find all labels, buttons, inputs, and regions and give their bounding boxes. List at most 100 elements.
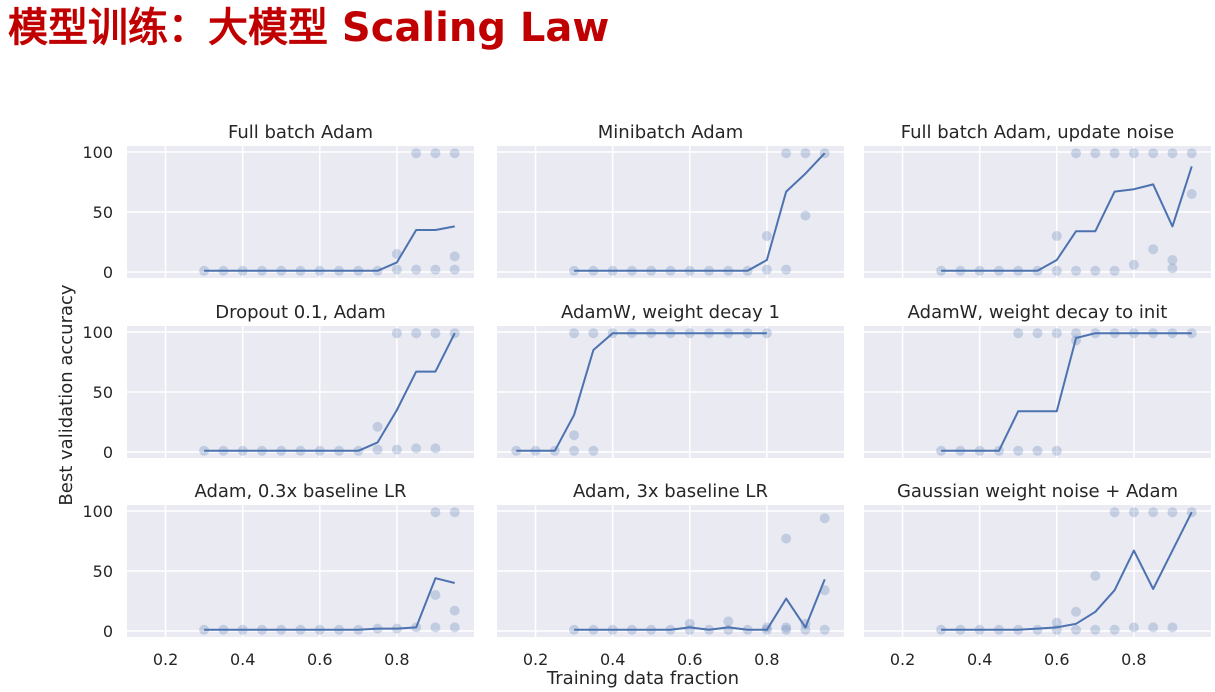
data-point (1071, 624, 1082, 635)
data-point (449, 605, 460, 616)
data-point (372, 421, 383, 432)
subplot-title: AdamW, weight decay to init (908, 302, 1168, 323)
subplot-title: Gaussian weight noise + Adam (897, 481, 1178, 502)
y-tick-label: 0 (103, 443, 113, 462)
data-point (1109, 265, 1120, 276)
data-point (449, 264, 460, 275)
subplot-title: Full batch Adam (228, 122, 373, 143)
mean-line (941, 511, 1193, 631)
data-point (1148, 507, 1159, 518)
subplot-5: AdamW, weight decay 1 (497, 302, 844, 458)
data-point (1167, 148, 1178, 159)
x-tick-label: 0.6 (677, 650, 702, 669)
y-tick-label: 0 (103, 263, 113, 282)
slide-title: 模型训练：大模型 Scaling Law (8, 5, 610, 51)
subplot-8: Adam, 3x baseline LR 0.2 0.4 0.6 0.8 (497, 481, 844, 669)
data-point (1128, 507, 1139, 518)
subplot-title: Full batch Adam, update noise (901, 122, 1175, 143)
data-point (800, 148, 811, 159)
x-tick-label: 0.4 (600, 650, 625, 669)
data-point (781, 622, 792, 633)
mean-line (574, 152, 826, 272)
data-point (588, 328, 599, 339)
data-point (1090, 148, 1101, 159)
data-point (1186, 148, 1197, 159)
data-point (1013, 328, 1024, 339)
data-point (411, 328, 422, 339)
data-point (1186, 189, 1197, 199)
data-point (1071, 328, 1082, 339)
data-point (411, 264, 422, 275)
data-point (411, 148, 422, 159)
data-point (1032, 624, 1043, 635)
x-tick-label: 0.4 (230, 650, 255, 669)
data-point (430, 507, 441, 518)
mean-line (204, 332, 456, 452)
data-point (449, 251, 460, 262)
subplot-1: Full batch Adam 0 50 100 (82, 122, 474, 282)
data-point (1051, 328, 1062, 339)
data-point (1090, 624, 1101, 635)
data-point (1090, 265, 1101, 276)
data-point (391, 444, 402, 455)
data-point (1128, 148, 1139, 159)
data-point (761, 264, 772, 275)
mean-line (204, 225, 455, 272)
x-tick-label: 0.4 (967, 650, 992, 669)
data-point (1148, 148, 1159, 159)
subplot-title: Dropout 0.1, Adam (215, 302, 386, 323)
subplot-3: Full batch Adam, update noise (864, 122, 1211, 278)
subplot-7: Adam, 0.3x baseline LR 0 50 100 0.2 0.4 0.6 0.8 (82, 481, 474, 669)
data-point (1032, 328, 1043, 339)
data-point (1128, 622, 1139, 633)
subplot-6: AdamW, weight decay to init (864, 302, 1211, 458)
y-tick-label: 50 (93, 562, 113, 581)
data-point (1071, 606, 1082, 617)
data-point (1167, 622, 1178, 633)
data-point (1128, 259, 1139, 270)
data-point (761, 231, 772, 241)
data-point (1013, 445, 1024, 456)
data-point (781, 624, 792, 635)
x-tick-label: 0.6 (307, 650, 332, 669)
data-point (1167, 263, 1178, 274)
subplot-title: Minibatch Adam (598, 122, 743, 143)
subplot-title: Adam, 0.3x baseline LR (194, 481, 406, 502)
mean-line (516, 332, 767, 452)
data-point (372, 444, 383, 455)
data-point (391, 264, 402, 275)
data-point (1071, 148, 1082, 159)
x-tick-label: 0.2 (890, 650, 915, 669)
data-point (781, 533, 792, 544)
mean-line (941, 166, 1193, 272)
data-point (588, 445, 599, 456)
data-point (1109, 148, 1120, 159)
subplot-9: Gaussian weight noise + Adam 0.2 0.4 0.6 0.8 (864, 481, 1211, 669)
subplot-title: AdamW, weight decay 1 (561, 302, 780, 323)
data-point (411, 443, 422, 454)
data-point (800, 210, 811, 221)
y-axis-label: Best validation accuracy (56, 284, 77, 505)
x-tick-label: 0.2 (523, 650, 548, 669)
data-point (1167, 507, 1178, 518)
data-point (569, 445, 580, 456)
mean-line (941, 332, 1192, 452)
data-point (430, 622, 441, 633)
data-point (1167, 255, 1178, 265)
y-tick-label: 50 (93, 203, 113, 222)
data-point (723, 616, 734, 627)
data-point (819, 513, 830, 524)
data-point (1051, 617, 1062, 628)
mean-line (204, 577, 455, 631)
data-point (781, 148, 792, 159)
data-point (1148, 622, 1159, 633)
y-tick-label: 100 (82, 143, 113, 162)
data-point (1051, 445, 1062, 456)
mean-line (574, 579, 826, 631)
y-tick-label: 100 (82, 323, 113, 342)
y-tick-label: 50 (93, 383, 113, 402)
data-point (1090, 570, 1101, 581)
data-point (430, 443, 441, 454)
subplot-title: Adam, 3x baseline LR (573, 481, 768, 502)
data-point (1109, 624, 1120, 635)
